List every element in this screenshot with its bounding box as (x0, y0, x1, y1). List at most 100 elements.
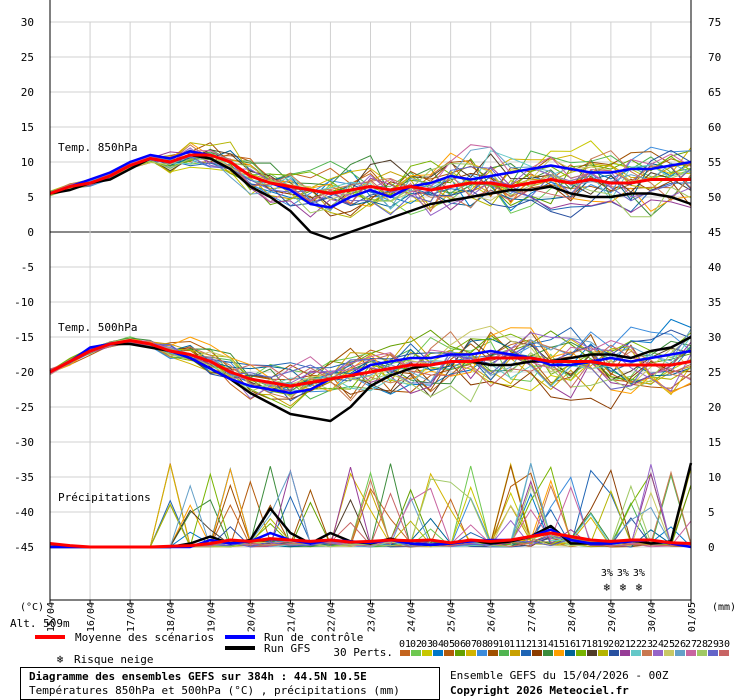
x-tick-label: 25/04 (447, 602, 458, 632)
run-label: Ensemble GEFS du 15/04/2026 - 00Z (450, 669, 669, 682)
left-tick-label: -10 (14, 296, 34, 309)
perturbation-swatch (510, 650, 520, 656)
snow-risk-markers: 3% ❄ 3% ❄ 3% ❄ (601, 568, 645, 594)
panel-label-precip: Précipitations (58, 491, 151, 504)
perturbation-code: 02 (410, 639, 422, 650)
right-tick-label: 35 (708, 296, 721, 309)
left-tick-label: -40 (14, 506, 34, 519)
right-tick-label: 65 (708, 86, 721, 99)
panel-label-t850: Temp. 850hPa (58, 141, 137, 154)
perturbation-swatch (400, 650, 410, 656)
right-tick-label: 25 (708, 366, 721, 379)
perturbation-code: 09 (487, 639, 499, 650)
perturbation-swatch (664, 650, 674, 656)
ensemble-line-t500 (49, 334, 692, 390)
perturbation-swatch (708, 650, 718, 656)
snowflake-icon: ❄ (636, 581, 643, 594)
left-tick-label: 5 (27, 191, 34, 204)
ensemble-line-t500 (49, 335, 692, 407)
right-tick-label: 40 (708, 261, 721, 274)
perturbation-swatch (609, 650, 619, 656)
perturbation-swatch (499, 650, 509, 656)
legend: Moyenne des scénarios Run de contrôleRun … (35, 631, 730, 666)
perturbation-swatch (444, 650, 454, 656)
chart-title: Diagramme des ensembles GEFS sur 384h : … (29, 670, 367, 683)
series-line-t500 (49, 335, 692, 423)
x-tick-label: 17/04 (126, 602, 137, 632)
x-tick-label: 22/04 (326, 602, 337, 632)
perturbation-swatch (521, 650, 531, 656)
perturbation-code: 11 (509, 639, 521, 650)
perturbation-swatch (642, 650, 652, 656)
perturbation-swatch (576, 650, 586, 656)
x-tick-label: 19/04 (206, 602, 217, 632)
legend-label: Run de contrôle (264, 631, 363, 644)
perturbation-code: 01 (399, 639, 411, 650)
perturbation-swatch (631, 650, 641, 656)
series-line-t850 (49, 150, 692, 209)
perturbation-swatch (411, 650, 421, 656)
left-tick-label: -5 (21, 261, 34, 274)
perturbation-code: 17 (575, 639, 587, 650)
right-tick-label: 70 (708, 51, 721, 64)
perturbation-code: 21 (619, 639, 631, 650)
legend-label: Moyenne des scénarios (75, 631, 214, 644)
left-tick-label: -15 (14, 331, 34, 344)
perturbation-swatch (653, 650, 663, 656)
perturbation-swatch (620, 650, 630, 656)
perturbation-code: 29 (707, 639, 719, 650)
x-tick-label: 15/04 (46, 602, 57, 632)
snowflake-icon: ❄ (604, 581, 611, 594)
series-line-t850 (49, 153, 691, 195)
x-tick-label: 30/04 (647, 602, 658, 632)
right-tick-label: 0 (708, 541, 715, 554)
perturbation-code: 12 (520, 639, 532, 650)
left-tick-label: -30 (14, 436, 34, 449)
perturbation-code: 24 (652, 639, 664, 650)
chart-grid (49, 21, 692, 600)
ensemble-line-t500 (49, 332, 692, 400)
panel-label-t500: Temp. 500hPa (58, 321, 137, 334)
perturbation-swatch (532, 650, 542, 656)
perturbation-code: 06 (454, 639, 466, 650)
perturbation-code: 07 (465, 639, 477, 650)
series-line-precip (49, 531, 692, 549)
perturbation-code: 13 (531, 639, 543, 650)
left-tick-label: 15 (21, 121, 34, 134)
perturbation-swatch (686, 650, 696, 656)
snowflake-icon: ❄ (620, 581, 627, 594)
legend-label: Risque neige (74, 653, 153, 666)
chart-subtitle: Températures 850hPa et 500hPa (°C) , pré… (29, 684, 400, 697)
perturbation-swatch (719, 650, 729, 656)
perturbation-swatch (675, 650, 685, 656)
right-tick-label: 45 (708, 226, 721, 239)
perturbation-code: 26 (674, 639, 686, 650)
perturbations-label: 30 Perts. (333, 646, 393, 659)
x-tick-label: 01/05 (687, 602, 698, 632)
perturbation-swatch (433, 650, 443, 656)
perturbation-code: 30 (718, 639, 730, 650)
x-tick-label: 16/04 (86, 602, 97, 632)
left-tick-label: 20 (21, 86, 34, 99)
perturbation-code: 28 (696, 639, 708, 650)
x-tick-label: 24/04 (407, 602, 418, 632)
copyright: Copyright 2026 Meteociel.fr (450, 684, 629, 697)
perturbation-code: 04 (432, 639, 444, 650)
x-tick-label: 18/04 (166, 602, 177, 632)
snowflake-icon: ❄ (57, 653, 64, 666)
left-axis-label: (°C) (20, 602, 44, 613)
left-tick-label: 25 (21, 51, 34, 64)
perturbation-code: 03 (421, 639, 433, 650)
x-tick-label: 20/04 (246, 602, 257, 632)
perturbation-code: 25 (663, 639, 675, 650)
right-tick-label: 75 (708, 16, 721, 29)
snow-risk-percent: 3% (633, 568, 645, 579)
left-tick-label: 0 (27, 226, 34, 239)
perturbation-code: 20 (608, 639, 620, 650)
perturbation-swatch (697, 650, 707, 656)
main-series-lines (49, 150, 693, 549)
title-box: Diagramme des ensembles GEFS sur 384h : … (20, 667, 440, 700)
perturbation-code: 18 (586, 639, 598, 650)
right-tick-label: 5 (708, 506, 715, 519)
